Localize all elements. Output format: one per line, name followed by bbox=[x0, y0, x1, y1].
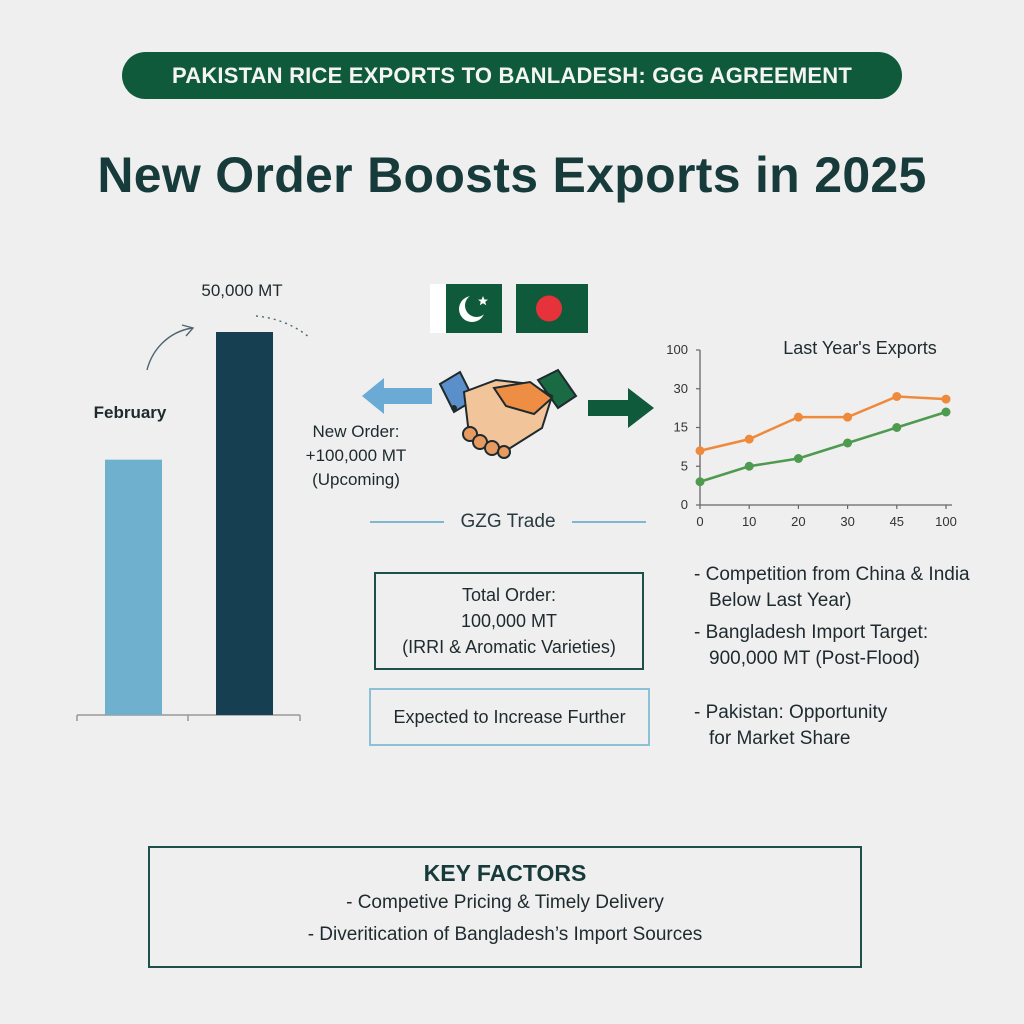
y-tick-label: 100 bbox=[666, 342, 688, 357]
series-point-0 bbox=[941, 394, 951, 404]
growth-arrow-icon bbox=[146, 327, 193, 371]
bar-chart: February 50,000 MT bbox=[76, 281, 310, 721]
series-point-0 bbox=[793, 412, 803, 422]
new-order-line2: +100,000 MT bbox=[305, 446, 407, 465]
key-factor-item: - Competive Pricing & Timely Delivery bbox=[346, 892, 664, 913]
pakistan-flag-icon bbox=[430, 284, 502, 333]
y-tick-label: 30 bbox=[674, 381, 688, 396]
bullet-line: - Bangladesh Import Target: bbox=[694, 622, 929, 643]
handshake-icon bbox=[438, 368, 578, 459]
bullet-line: - Pakistan: Opportunity bbox=[694, 702, 888, 723]
trade-divider: GZG Trade bbox=[370, 510, 646, 534]
bangladesh-flag-icon bbox=[516, 284, 588, 333]
bullet-line: Below Last Year) bbox=[709, 590, 852, 611]
title-banner: PAKISTAN RICE EXPORTS TO BANLADESH: GGG … bbox=[122, 52, 902, 99]
bar-data-label: 50,000 MT bbox=[201, 281, 282, 300]
y-tick-label: 0 bbox=[681, 497, 688, 512]
trade-divider-line bbox=[571, 521, 646, 523]
x-tick-label: 10 bbox=[742, 514, 756, 529]
series-point-1 bbox=[695, 477, 705, 487]
bullet-line: for Market Share bbox=[709, 728, 851, 749]
x-tick-label: 100 bbox=[935, 514, 957, 529]
series-line-1 bbox=[699, 410, 947, 483]
series-point-1 bbox=[793, 454, 803, 463]
page-headline: New Order Boosts Exports in 2025 bbox=[97, 147, 927, 203]
order-box-line2: 100,000 MT bbox=[460, 611, 558, 631]
key-factors-box: KEY FACTORS - Competive Pricing & Timely… bbox=[148, 846, 862, 968]
order-box-line1: Total Order: bbox=[461, 585, 557, 605]
trade-label: GZG Trade bbox=[460, 511, 556, 532]
series-point-0 bbox=[695, 446, 705, 456]
x-tick-label: 0 bbox=[696, 514, 703, 529]
key-factor-item: - Diveritication of Bangladesh’s Import … bbox=[307, 924, 703, 945]
bar-1 bbox=[216, 332, 273, 715]
arrow-left-icon bbox=[362, 378, 432, 414]
series-point-0 bbox=[892, 392, 902, 401]
expected-box-text: Expected to Increase Further bbox=[393, 707, 626, 727]
arrow-right-icon bbox=[588, 388, 654, 428]
new-order-line3: (Upcoming) bbox=[312, 470, 400, 489]
bullet-line: 900,000 MT (Post-Flood) bbox=[709, 648, 920, 669]
y-tick-label: 5 bbox=[681, 458, 688, 473]
order-box-line3: (IRRI & Aromatic Varieties) bbox=[402, 637, 616, 657]
line-chart: Last Year's Exports 0 10 20 30 45 100 0 5 15 30 10… bbox=[666, 338, 957, 529]
new-order-line1: New Order: bbox=[312, 422, 400, 441]
x-tick-label: 45 bbox=[890, 514, 904, 529]
total-order-box: Total Order: 100,000 MT (IRRI & Aromatic… bbox=[374, 572, 644, 670]
bar-0 bbox=[105, 459, 162, 715]
series-line-0 bbox=[699, 395, 947, 452]
x-tick-label: 20 bbox=[791, 514, 805, 529]
bullet-opportunity: - Pakistan: Opportunity for Market Share bbox=[694, 700, 887, 752]
bar-category-label: February bbox=[94, 403, 167, 422]
bullet-import-target: - Bangladesh Import Target: 900,000 MT (… bbox=[694, 620, 928, 672]
expected-increase-box: Expected to Increase Further bbox=[369, 688, 650, 746]
new-order-note: New Order: +100,000 MT (Upcoming) bbox=[296, 420, 416, 492]
x-tick-label: 30 bbox=[840, 514, 854, 529]
y-tick-label: 15 bbox=[674, 420, 688, 435]
bullet-line: - Competition from China & India bbox=[694, 564, 970, 585]
trade-divider-line bbox=[370, 521, 445, 523]
series-point-1 bbox=[941, 407, 951, 417]
key-factors-title: KEY FACTORS bbox=[423, 860, 587, 886]
banner-title: PAKISTAN RICE EXPORTS TO BANLADESH: GGG … bbox=[171, 62, 853, 88]
series-point-0 bbox=[744, 434, 754, 444]
series-point-1 bbox=[744, 461, 754, 471]
growth-arrow-head bbox=[181, 324, 195, 337]
line-chart-title: Last Year's Exports bbox=[783, 338, 937, 358]
bullet-competition: - Competition from China & India Below L… bbox=[694, 562, 970, 614]
series-point-1 bbox=[843, 438, 853, 448]
series-point-1 bbox=[892, 423, 902, 432]
series-point-0 bbox=[843, 412, 853, 422]
